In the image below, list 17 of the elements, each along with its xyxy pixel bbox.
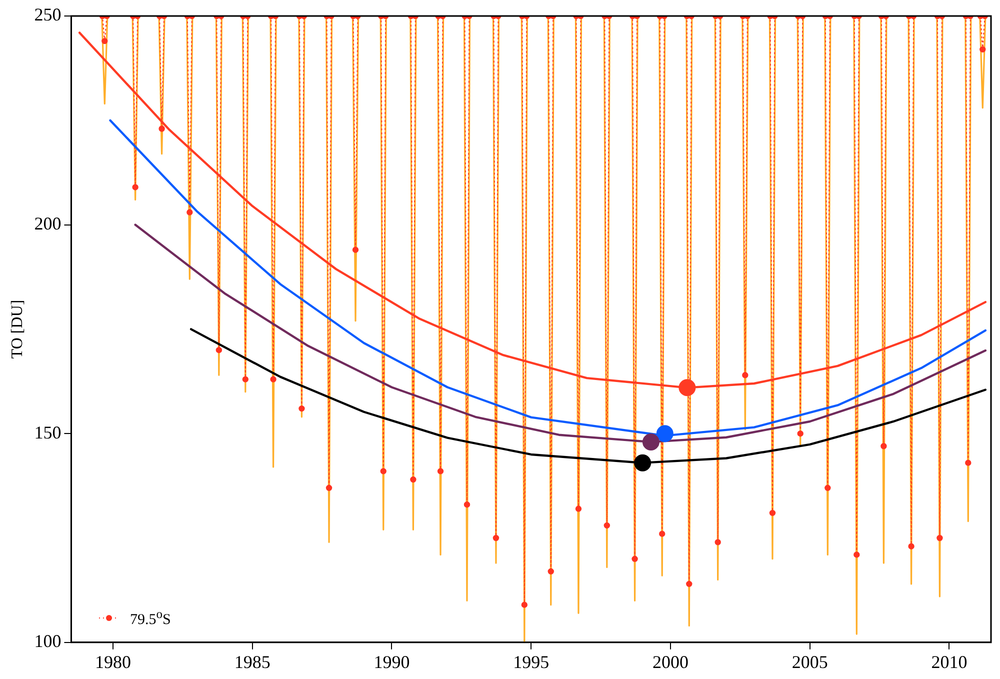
x-tick-label: 1985 — [234, 652, 270, 672]
y-tick-label: 250 — [34, 4, 62, 25]
x-tick-label: 1990 — [374, 652, 410, 672]
legend-label: 79.5$^{o}$S — [130, 607, 171, 629]
x-tick-label: 1995 — [513, 652, 550, 672]
y-tick-label: 200 — [34, 214, 62, 234]
point — [642, 433, 660, 450]
x-tick-label: 2005 — [792, 652, 828, 672]
point — [656, 425, 674, 442]
y-axis-title: TO [DU] — [8, 300, 26, 359]
x-tick-label: 1980 — [95, 652, 132, 672]
point — [634, 454, 652, 472]
y-tick-label: 150 — [34, 422, 62, 442]
point — [678, 379, 696, 396]
y-tick-label: 100 — [34, 631, 62, 652]
x-tick-label: 2010 — [931, 652, 968, 672]
x-tick-label: 2000 — [652, 652, 688, 672]
